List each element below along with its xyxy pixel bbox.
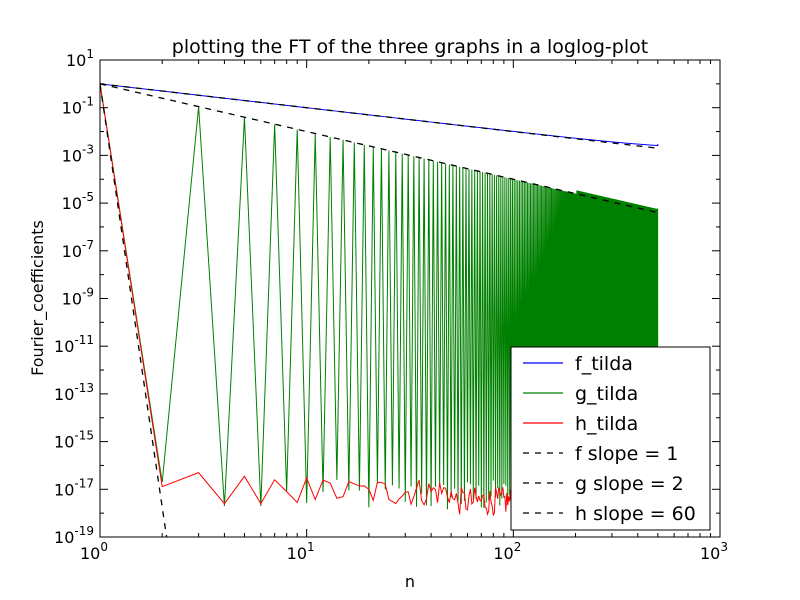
y-tick-label: 10-5	[62, 190, 94, 213]
series-g-tilda	[100, 83, 659, 513]
y-tick-label: 10-13	[54, 381, 94, 404]
series-f-slope-1	[100, 83, 658, 149]
y-tick-label: 10-15	[54, 429, 94, 452]
legend-label: f slope = 1	[575, 443, 678, 465]
x-tick-label: 102	[493, 540, 521, 563]
legend-label: g_tilda	[575, 383, 638, 405]
y-tick-label: 10-9	[62, 286, 94, 309]
legend-label: h slope = 60	[575, 503, 696, 525]
legend-label: f_tilda	[575, 353, 633, 375]
y-tick-label: 10-7	[62, 238, 94, 261]
legend-label: h_tilda	[575, 413, 638, 435]
chart-title: plotting the FT of the three graphs in a…	[172, 36, 648, 58]
y-tick-label: 10-19	[54, 524, 94, 547]
series-g-slope-2	[100, 83, 658, 214]
ticks-layer: 100 101 102 103 101 10-1 10-3 10-5 10-7 10-9 10-11…	[54, 47, 728, 563]
legend-label: g slope = 2	[575, 473, 684, 495]
y-tick-label: 10-3	[62, 142, 94, 165]
y-axis-label: Fourier_coefficients	[28, 220, 48, 376]
y-tick-label: 101	[66, 47, 94, 70]
x-tick-label: 101	[287, 540, 315, 563]
legend-frame	[510, 346, 711, 531]
x-tick-label: 103	[700, 540, 728, 563]
y-tick-label: 10-11	[54, 333, 94, 356]
y-tick-label: 10-1	[62, 95, 94, 118]
y-tick-label: 10-17	[54, 476, 94, 499]
series-h-slope-60	[100, 83, 168, 537]
x-tick-label: 100	[80, 540, 108, 563]
x-axis-label: n	[405, 572, 415, 591]
